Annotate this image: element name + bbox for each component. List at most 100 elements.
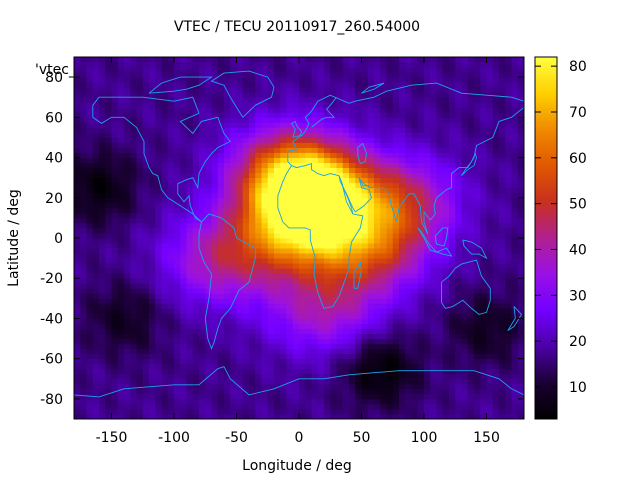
heat-cell bbox=[299, 318, 306, 324]
heat-cell bbox=[455, 348, 462, 355]
heat-cell bbox=[355, 328, 362, 334]
heat-cell bbox=[105, 182, 112, 189]
heat-cell bbox=[149, 413, 156, 420]
heat-cell bbox=[411, 333, 419, 339]
heat-cell bbox=[492, 258, 500, 264]
heat-cell bbox=[436, 122, 444, 128]
heat-cell bbox=[430, 112, 437, 118]
heat-cell bbox=[242, 177, 250, 184]
heat-cell bbox=[161, 227, 169, 234]
heat-cell bbox=[405, 187, 412, 194]
heat-cell bbox=[449, 232, 456, 239]
heat-cell bbox=[205, 353, 212, 360]
heat-cell bbox=[355, 107, 362, 113]
heat-cell bbox=[317, 308, 325, 314]
heat-cell bbox=[461, 192, 469, 199]
heat-cell bbox=[130, 102, 137, 108]
heat-cell bbox=[211, 248, 219, 254]
heat-cell bbox=[174, 368, 181, 375]
heat-cell bbox=[167, 82, 175, 88]
heat-cell bbox=[449, 147, 456, 153]
heat-cell bbox=[74, 202, 81, 209]
heat-cell bbox=[242, 358, 250, 365]
heat-cell bbox=[317, 258, 325, 264]
heat-cell bbox=[180, 258, 187, 264]
heat-cell bbox=[74, 393, 81, 400]
heat-cell bbox=[405, 413, 412, 420]
heat-cell bbox=[336, 157, 344, 163]
heat-cell bbox=[136, 212, 144, 219]
heat-cell bbox=[261, 187, 269, 194]
heat-cell bbox=[486, 383, 494, 390]
heat-cell bbox=[105, 172, 112, 179]
heat-cell bbox=[255, 328, 262, 334]
heat-cell bbox=[499, 413, 506, 420]
heat-cell bbox=[361, 273, 369, 279]
heat-cell bbox=[424, 137, 431, 143]
heat-cell bbox=[480, 232, 487, 239]
heat-cell bbox=[199, 333, 206, 339]
heat-cell bbox=[305, 288, 312, 294]
heat-cell bbox=[224, 222, 231, 229]
heat-cell bbox=[355, 273, 362, 279]
heat-cell bbox=[336, 232, 344, 239]
heat-cell bbox=[249, 248, 256, 254]
heat-cell bbox=[211, 107, 219, 113]
heat-cell bbox=[274, 147, 281, 153]
heat-cell bbox=[180, 293, 187, 299]
heat-cell bbox=[361, 157, 369, 163]
heat-cell bbox=[161, 212, 169, 219]
heat-cell bbox=[242, 182, 250, 189]
heat-cell bbox=[274, 258, 281, 264]
heat-cell bbox=[505, 87, 512, 93]
heat-cell bbox=[180, 268, 187, 274]
heat-cell bbox=[392, 142, 400, 148]
heat-cell bbox=[486, 157, 494, 163]
heat-cell bbox=[130, 393, 137, 400]
heat-cell bbox=[449, 393, 456, 400]
heat-cell bbox=[249, 413, 256, 420]
heat-cell bbox=[374, 102, 381, 108]
heat-cell bbox=[305, 388, 312, 395]
heat-cell bbox=[230, 358, 237, 365]
heat-cell bbox=[399, 283, 406, 289]
heat-cell bbox=[424, 383, 431, 390]
heat-cell bbox=[292, 278, 300, 284]
heat-cell bbox=[505, 107, 512, 113]
heat-cell bbox=[342, 308, 350, 314]
heat-cell bbox=[286, 243, 294, 249]
heat-cell bbox=[330, 112, 337, 118]
heat-cell bbox=[417, 92, 425, 98]
heat-cell bbox=[305, 413, 312, 420]
heat-cell bbox=[161, 333, 169, 339]
heat-cell bbox=[436, 177, 444, 184]
heat-cell bbox=[99, 393, 106, 400]
heat-cell bbox=[486, 403, 494, 410]
heat-cell bbox=[136, 258, 144, 264]
heat-cell bbox=[374, 273, 381, 279]
heat-cell bbox=[330, 268, 337, 274]
heat-cell bbox=[455, 328, 462, 334]
heat-cell bbox=[242, 117, 250, 123]
heat-cell bbox=[505, 263, 512, 269]
heat-cell bbox=[342, 177, 350, 184]
heat-cell bbox=[111, 333, 119, 339]
heat-cell bbox=[455, 378, 462, 385]
heat-cell bbox=[192, 177, 200, 184]
heat-cell bbox=[155, 293, 162, 299]
heat-cell bbox=[436, 293, 444, 299]
heat-cell bbox=[411, 217, 419, 224]
heat-cell bbox=[111, 197, 119, 204]
heat-cell bbox=[517, 333, 525, 339]
heat-cell bbox=[430, 383, 437, 390]
heat-cell bbox=[449, 77, 456, 83]
heat-cell bbox=[324, 373, 331, 380]
heat-cell bbox=[486, 192, 494, 199]
heat-cell bbox=[342, 258, 350, 264]
heat-cell bbox=[442, 293, 450, 299]
heat-cell bbox=[380, 238, 387, 244]
heat-cell bbox=[211, 313, 219, 319]
heat-cell bbox=[492, 147, 500, 153]
heat-cell bbox=[442, 222, 450, 229]
